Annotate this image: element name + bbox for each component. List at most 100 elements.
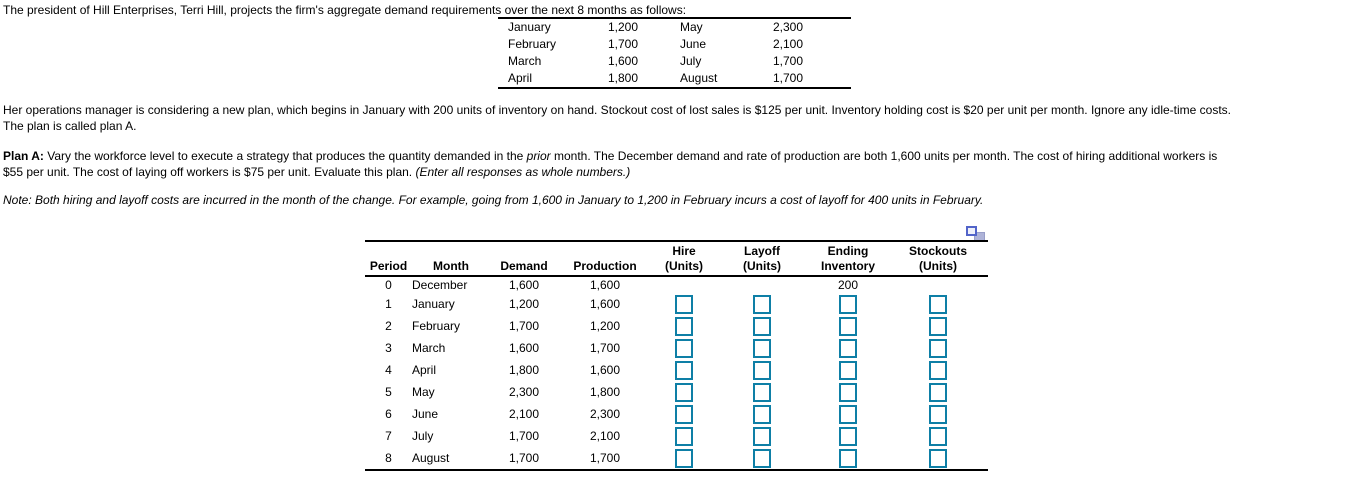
ending-inventory-input[interactable]: [839, 338, 857, 358]
ending-inventory-input[interactable]: [839, 404, 857, 424]
plan-intro-paragraph: Her operations manager is considering a …: [3, 102, 1353, 134]
stockouts-input[interactable]: [929, 426, 947, 446]
header-line: [365, 244, 412, 259]
month-cell: April: [412, 363, 437, 377]
header-line: Inventory: [820, 259, 875, 273]
month-cell: January: [412, 297, 455, 311]
header-line: [412, 244, 490, 259]
header-line: [558, 244, 652, 259]
production-cell: 1,600: [589, 297, 621, 311]
plan-paragraph: Plan A: Vary the workforce level to exec…: [3, 148, 1353, 180]
hire-cell: [652, 403, 716, 425]
ending-inventory-input[interactable]: [839, 316, 857, 336]
demand-cell: 2,100: [508, 407, 540, 421]
hire-input[interactable]: [675, 360, 693, 380]
ending-inventory-cell: 200: [837, 278, 859, 292]
demand-month-cell: July: [680, 54, 702, 68]
hire-input[interactable]: [675, 404, 693, 424]
plan-table-row: 4 April 1,800 1,600: [365, 359, 988, 381]
hire-cell: [652, 381, 716, 403]
header-line: (Units): [919, 259, 957, 273]
ending-inventory-input[interactable]: [839, 426, 857, 446]
plan-table-row: 2 February 1,700 1,200: [365, 315, 988, 337]
spacer-cell: [803, 70, 851, 88]
production-cell: 1,200: [589, 319, 621, 333]
layoff-input[interactable]: [753, 360, 771, 380]
stockouts-input[interactable]: [929, 360, 947, 380]
ending-inventory-input[interactable]: [839, 360, 857, 380]
stockouts-input[interactable]: [929, 294, 947, 314]
period-cell: 2: [385, 319, 392, 333]
hire-input[interactable]: [675, 316, 693, 336]
period-cell: 8: [365, 447, 412, 471]
header-line: Demand: [500, 259, 548, 273]
demand-mini-table: January 1,200 May 2,300 February 1,700 June 2,1…: [498, 17, 851, 89]
month-cell: June: [412, 407, 439, 421]
hire-input[interactable]: [675, 426, 693, 446]
layoff-input[interactable]: [753, 294, 771, 314]
demand-cell: 1,200: [508, 297, 540, 311]
ending-inventory-input[interactable]: [839, 294, 857, 314]
layoff-input[interactable]: [753, 382, 771, 402]
ending-inventory-input[interactable]: [839, 448, 857, 468]
layoff-cell: [716, 381, 808, 403]
layoff-cell: [716, 359, 808, 381]
ending-inventory-cell: [808, 425, 888, 447]
hire-cell: [652, 359, 716, 381]
layoff-input[interactable]: [753, 448, 771, 468]
stockouts-cell: [888, 293, 988, 315]
popout-icon[interactable]: [966, 226, 985, 241]
plan-paragraph-segment: month. The December demand and rate of p…: [550, 149, 1218, 163]
stockouts-cell: [888, 337, 988, 359]
plan-table-row: 7 July 1,700 2,100: [365, 425, 988, 447]
header-line: (Units): [743, 259, 781, 273]
demand-cell: 1,600: [508, 278, 540, 292]
demand-month-cell: June: [680, 37, 707, 51]
layoff-input[interactable]: [753, 426, 771, 446]
ending-inventory-cell: [808, 293, 888, 315]
layoff-cell: [716, 337, 808, 359]
ending-inventory-input[interactable]: [839, 382, 857, 402]
month-cell: February: [412, 319, 461, 333]
popout-icon-front-square: [966, 226, 977, 236]
production-cell: 2,100: [589, 429, 621, 443]
plan-paragraph-segment: prior: [526, 149, 551, 163]
header-line: Period: [369, 259, 408, 273]
plan-table-row: 5 May 2,300 1,800: [365, 381, 988, 403]
header-line: Stockouts: [908, 244, 967, 258]
stockouts-input[interactable]: [929, 382, 947, 402]
layoff-cell: [716, 293, 808, 315]
stockouts-cell: [888, 359, 988, 381]
demand-month-cell: March: [508, 54, 542, 68]
spacer-cell: [803, 36, 851, 53]
demand-cell: 1,700: [508, 319, 540, 333]
layoff-cell: [716, 276, 808, 293]
production-cell: 1,600: [589, 278, 621, 292]
hire-input[interactable]: [675, 294, 693, 314]
layoff-input[interactable]: [753, 338, 771, 358]
demand-value-cell: 1,600: [607, 54, 638, 68]
demand-month-cell: April: [508, 71, 533, 85]
hire-cell: [652, 337, 716, 359]
demand-cell: 2,300: [508, 385, 540, 399]
stockouts-input[interactable]: [929, 448, 947, 468]
layoff-cell: [716, 315, 808, 337]
ending-inventory-cell: [808, 359, 888, 381]
stockouts-input[interactable]: [929, 404, 947, 424]
hire-input[interactable]: [675, 382, 693, 402]
hire-input[interactable]: [675, 448, 693, 468]
stockouts-input[interactable]: [929, 338, 947, 358]
demand-row: January 1,200 May 2,300: [498, 18, 851, 36]
demand-value-cell: 1,800: [607, 71, 638, 85]
paragraph-line: Her operations manager is considering a …: [3, 103, 1232, 117]
hire-input[interactable]: [675, 338, 693, 358]
stockouts-input[interactable]: [929, 316, 947, 336]
paragraph-line: The plan is called plan A.: [3, 119, 137, 133]
production-cell: 1,700: [589, 341, 621, 355]
layoff-input[interactable]: [753, 316, 771, 336]
demand-row: February 1,700 June 2,100: [498, 36, 851, 53]
plan-table-row: 3 March 1,600 1,700: [365, 337, 988, 359]
ending-inventory-cell: [808, 403, 888, 425]
plan-paragraph-segment: Vary the workforce level to execute a st…: [43, 149, 527, 163]
layoff-input[interactable]: [753, 404, 771, 424]
